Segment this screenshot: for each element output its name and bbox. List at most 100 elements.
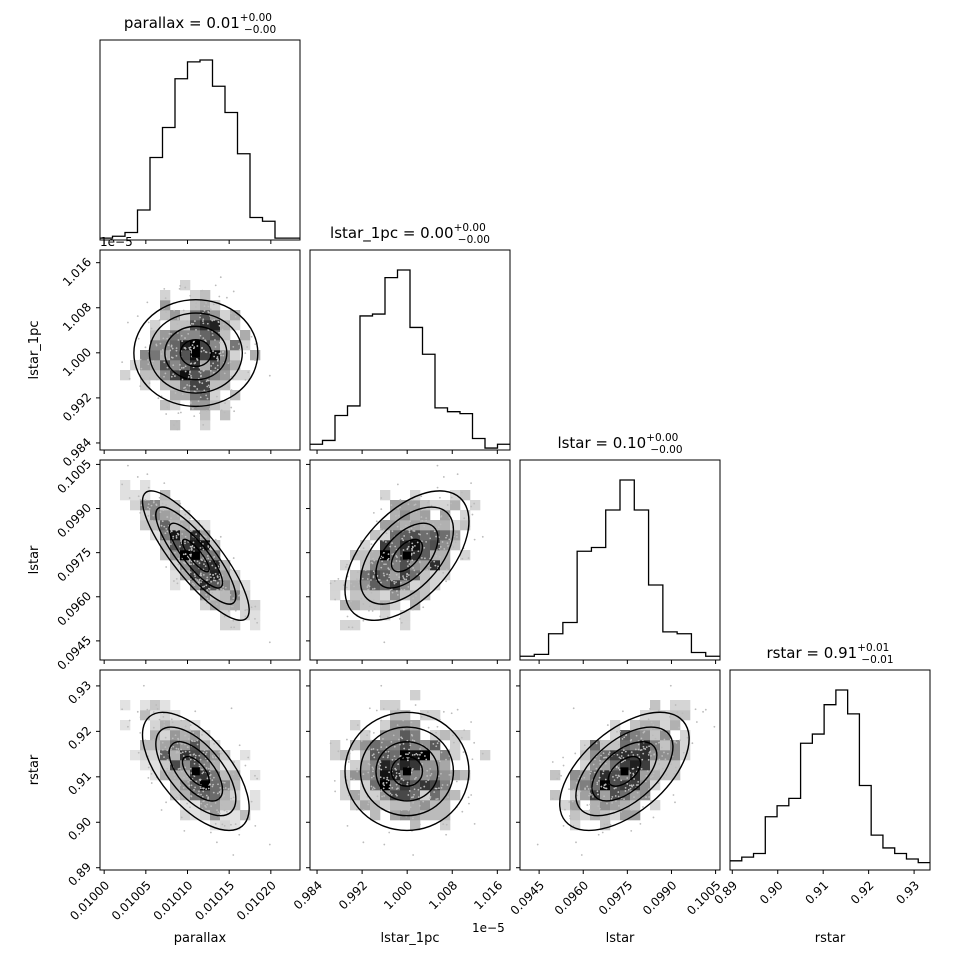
panel-plot-area: [120, 464, 271, 644]
density-cell: [420, 800, 431, 811]
sample-point: [213, 355, 216, 358]
sample-point: [150, 520, 153, 523]
density-cell: [390, 510, 401, 521]
density-cell: [420, 760, 431, 771]
sample-point: [599, 767, 602, 770]
sample-point: [193, 573, 196, 576]
sample-point: [423, 785, 426, 788]
density-cell: [570, 780, 581, 791]
sample-point: [227, 610, 230, 612]
sample-point: [180, 523, 183, 525]
sample-point: [163, 525, 166, 528]
density-cell: [410, 800, 421, 811]
sample-point: [630, 800, 632, 803]
sample-point: [413, 788, 416, 791]
sample-point: [147, 503, 150, 506]
sample-point: [603, 795, 605, 798]
sample-point: [205, 794, 208, 797]
density-cell: [330, 750, 341, 761]
density-cell: [190, 570, 201, 581]
sample-point: [219, 786, 222, 789]
sample-point: [624, 759, 626, 762]
sample-point: [650, 776, 652, 779]
sample-point: [608, 751, 611, 754]
density-cell: [130, 490, 141, 501]
density-cell: [380, 530, 391, 541]
contour-line: [344, 490, 470, 621]
sample-point: [346, 563, 348, 566]
density-cell: [420, 770, 431, 781]
sample-point: [227, 362, 230, 365]
sample-point: [244, 615, 247, 618]
density-cell: [480, 750, 491, 761]
density-cell: [390, 600, 401, 611]
sample-point: [362, 773, 365, 776]
sample-point: [379, 764, 382, 767]
sample-point: [214, 339, 216, 341]
sample-point: [147, 359, 149, 361]
density-cell: [430, 790, 441, 801]
sample-point: [215, 395, 218, 398]
sample-point: [155, 504, 158, 506]
sample-point: [234, 609, 237, 612]
sample-point: [403, 747, 406, 750]
sample-point: [426, 769, 429, 772]
sample-point: [173, 580, 175, 582]
sample-point: [403, 588, 406, 591]
x-axis-label-lstar_1pc: lstar_1pc: [381, 931, 440, 946]
x-tick-label: 0.0990: [640, 878, 680, 918]
sample-point: [412, 597, 415, 600]
sample-point: [203, 305, 206, 308]
density-cell: [590, 760, 601, 771]
sample-point: [652, 816, 655, 819]
sample-point: [342, 758, 345, 761]
sample-point: [211, 564, 214, 567]
density-cell: [190, 790, 201, 801]
sample-point: [429, 537, 432, 540]
sample-point: [632, 784, 635, 787]
sample-point: [587, 788, 590, 790]
sample-point: [128, 719, 131, 722]
sample-point: [413, 793, 415, 796]
sample-point: [158, 319, 161, 321]
sample-point: [177, 339, 180, 341]
sample-point: [184, 766, 186, 769]
density-cell: [410, 730, 421, 741]
sample-point: [383, 574, 386, 577]
sample-point: [230, 605, 233, 608]
sample-point: [223, 608, 226, 611]
density-cell: [220, 350, 231, 361]
sample-point: [139, 358, 142, 361]
sample-point: [214, 367, 217, 370]
x-tick-label: 1.016: [471, 878, 505, 912]
histogram-step: [520, 479, 720, 657]
sample-point: [645, 775, 648, 777]
sample-point: [169, 770, 172, 773]
contour-line: [359, 726, 455, 817]
sample-point: [368, 585, 371, 588]
density-cell: [180, 760, 191, 771]
sample-point: [206, 579, 209, 581]
density-cell: [450, 530, 461, 541]
sample-point: [606, 724, 609, 726]
sample-point: [190, 563, 192, 566]
sample-point: [576, 794, 578, 797]
density-cell: [170, 390, 181, 401]
sample-point: [127, 725, 129, 728]
sample-point: [391, 553, 394, 556]
sample-point: [238, 776, 240, 779]
density-cell: [250, 620, 261, 631]
sample-point: [189, 324, 191, 327]
sample-point: [152, 500, 155, 502]
density-cell: [650, 800, 661, 811]
density-cell: [140, 740, 151, 751]
sample-point: [372, 786, 375, 789]
density-cell: [380, 730, 391, 741]
density-cell: [170, 760, 181, 771]
sample-point: [630, 809, 633, 811]
sample-point: [391, 591, 394, 594]
sample-point: [387, 750, 390, 753]
sample-point: [408, 752, 411, 754]
density-cell: [420, 810, 431, 821]
